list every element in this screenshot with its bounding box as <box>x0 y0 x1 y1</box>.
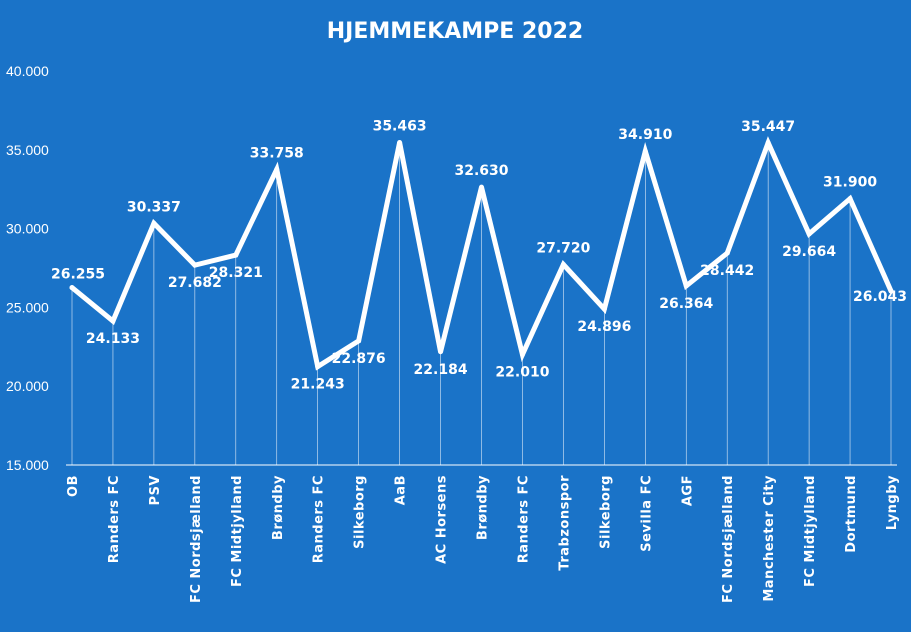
data-point <box>765 140 771 146</box>
x-tick-label: Randers FC <box>107 475 122 563</box>
data-point <box>315 364 321 370</box>
data-label: 22.184 <box>414 362 468 378</box>
data-point <box>806 231 812 237</box>
data-point <box>560 262 566 268</box>
data-label: 33.758 <box>250 145 304 161</box>
data-point <box>519 352 525 358</box>
x-tick-label: AaB <box>394 475 409 505</box>
x-tick-label: Silkeborg <box>353 475 368 549</box>
x-tick-label: Randers FC <box>312 475 327 563</box>
x-tick-label: Sevilla FC <box>639 475 654 552</box>
data-point <box>438 349 444 355</box>
x-tick-label: FC Midtjylland <box>803 475 818 587</box>
data-point <box>642 148 648 154</box>
y-tick-label: 25.000 <box>6 299 49 315</box>
data-label: 27.720 <box>536 241 590 257</box>
data-point <box>397 140 403 146</box>
data-point <box>110 318 116 324</box>
x-tick-label: Brøndby <box>271 475 286 540</box>
data-point <box>479 184 484 190</box>
x-tick-label: FC Nordsjælland <box>721 475 736 603</box>
y-tick-label: 15.000 <box>6 457 49 473</box>
x-tick-label: AC Horsens <box>435 475 450 564</box>
x-axis-ticks: OB Randers FC PSV FC Nordsjælland FC Midtjyl… <box>66 475 900 603</box>
data-label: 24.896 <box>577 319 631 335</box>
x-tick-label: Randers FC <box>516 475 531 563</box>
y-tick-label: 30.000 <box>6 221 49 237</box>
data-point <box>192 262 198 268</box>
x-tick-label: PSV <box>148 475 163 505</box>
data-label: 26.043 <box>853 289 907 305</box>
x-tick-label: FC Midtjylland <box>230 475 245 587</box>
y-axis-ticks: 15.000 20.000 25.000 30.000 35.000 40.000 <box>6 63 49 473</box>
data-label: 28.442 <box>700 263 754 279</box>
drop-lines <box>71 142 892 465</box>
data-label: 21.243 <box>291 377 345 393</box>
data-label: 29.664 <box>782 244 836 260</box>
x-tick-label: FC Nordsjælland <box>189 475 204 603</box>
x-tick-label: Brøndby <box>476 475 491 540</box>
data-label: 27.682 <box>168 275 222 291</box>
data-points <box>69 140 894 370</box>
data-label: 26.364 <box>659 296 713 312</box>
x-tick-label: AGF <box>680 475 695 506</box>
y-tick-label: 40.000 <box>6 63 49 79</box>
data-point <box>724 250 730 256</box>
data-label: 31.900 <box>823 175 877 191</box>
data-point <box>601 306 607 312</box>
data-point <box>847 196 853 202</box>
x-tick-label: Trabzonspor <box>557 475 572 571</box>
x-tick-label: Dortmund <box>844 475 859 553</box>
x-tick-label: Manchester City <box>762 475 777 602</box>
y-tick-label: 35.000 <box>6 142 49 158</box>
data-point <box>69 285 75 291</box>
chart-title: HJEMMEKAMPE 2022 <box>327 19 583 44</box>
data-label: 22.010 <box>495 365 549 381</box>
data-label: 28.321 <box>209 265 263 281</box>
y-tick-label: 20.000 <box>6 378 49 394</box>
x-tick-label: Silkeborg <box>598 475 613 549</box>
data-label: 35.463 <box>373 119 427 135</box>
data-point <box>356 338 362 344</box>
x-tick-label: OB <box>66 475 81 497</box>
data-label: 24.133 <box>86 331 140 347</box>
x-tick-label: Lyngby <box>885 475 900 530</box>
data-label: 22.876 <box>332 351 386 367</box>
data-label: 30.337 <box>127 199 181 215</box>
data-label: 32.630 <box>454 163 508 179</box>
data-point <box>683 283 689 289</box>
data-label: 26.255 <box>51 267 105 283</box>
data-label: 34.910 <box>618 127 672 143</box>
data-point <box>888 288 894 294</box>
data-point <box>274 166 280 172</box>
data-label: 35.447 <box>741 119 795 135</box>
data-point <box>233 252 239 258</box>
data-point <box>151 220 157 226</box>
